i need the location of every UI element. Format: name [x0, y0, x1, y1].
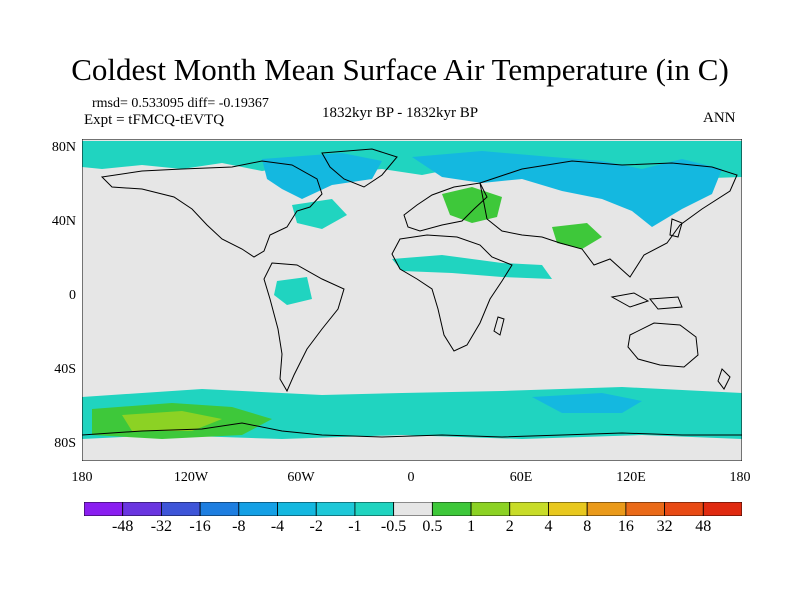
- colorbar-label: -48: [112, 518, 134, 535]
- colorbar-swatch: [664, 502, 704, 516]
- anomaly-region-tropical-atlantic-cool: [274, 277, 312, 305]
- colorbar: [84, 502, 742, 516]
- lon-label-120w: 120W: [173, 470, 209, 485]
- lat-label-equator: 0: [69, 288, 76, 303]
- coastline-madagascar: [493, 316, 505, 336]
- colorbar-label: 16: [617, 518, 634, 535]
- stats-label: rmsd= 0.533095 diff= -0.19367: [92, 96, 269, 111]
- season-label: ANN: [703, 110, 736, 126]
- coastline-south-america: [263, 262, 345, 393]
- colorbar-swatch: [625, 502, 665, 516]
- colorbar-label: 32: [656, 518, 673, 535]
- colorbar-swatch: [122, 502, 162, 516]
- lat-label-40s: 40S: [54, 362, 76, 377]
- colorbar-swatch: [161, 502, 201, 516]
- lon-label-180w: 180: [71, 470, 93, 485]
- colorbar-swatch: [354, 502, 395, 516]
- anomaly-region-antarctic-east-cool: [532, 393, 642, 413]
- anomaly-region-siberia-cool: [412, 151, 722, 227]
- lon-label-0: 0: [407, 470, 415, 485]
- colorbar-label: -1: [348, 518, 362, 535]
- colorbar-swatch: [277, 502, 317, 516]
- lon-label-120e: 120E: [616, 470, 646, 485]
- anomaly-region-antarctic-warm-core: [122, 411, 222, 431]
- colorbar-swatch: [393, 502, 433, 516]
- coastline-new-zealand: [717, 368, 731, 390]
- coastline-north-america: [100, 160, 323, 258]
- lon-label-60e: 60E: [509, 470, 533, 485]
- colorbar-swatch: [431, 502, 472, 516]
- anomaly-region-central-asia-warm: [552, 223, 602, 249]
- colorbar-label: -32: [150, 518, 173, 535]
- coastline-japan: [669, 218, 683, 238]
- coastline-africa: [391, 234, 513, 352]
- colorbar-label: -2: [309, 518, 323, 535]
- colorbar-swatch: [702, 502, 742, 516]
- coastline-greenland: [321, 148, 398, 188]
- period-label: 1832kyr BP - 1832kyr BP: [322, 105, 479, 121]
- colorbar-label: -4: [270, 518, 285, 535]
- anomaly-region-north-atlantic-cool: [292, 199, 347, 229]
- colorbar-swatch: [470, 502, 511, 516]
- colorbar-label: -16: [189, 518, 211, 535]
- coastline-maritime-continent: [610, 292, 683, 310]
- anomaly-shading: [82, 141, 742, 439]
- anomaly-region-north-africa-cool: [392, 255, 552, 279]
- lat-label-80n: 80N: [51, 140, 76, 155]
- colorbar-swatch: [315, 502, 356, 516]
- colorbar-label: 48: [695, 518, 712, 535]
- lon-label-180e: 180: [729, 470, 751, 485]
- colorbar-swatch: [238, 502, 278, 516]
- colorbar-label: 8: [583, 518, 592, 535]
- experiment-label: Expt = tFMCQ-tEVTQ: [84, 112, 225, 128]
- plot-title: Coldest Month Mean Surface Air Temperatu…: [71, 52, 729, 87]
- coastline-asia: [479, 160, 738, 278]
- colorbar-swatch: [586, 502, 627, 516]
- coastline-australia: [627, 322, 699, 368]
- colorbar-label: -0.5: [380, 518, 407, 535]
- colorbar-label: 4: [544, 518, 553, 535]
- lat-label-80s: 80S: [54, 436, 76, 451]
- colorbar-swatch: [548, 502, 588, 516]
- coastlines: [82, 148, 742, 438]
- lat-label-40n: 40N: [51, 214, 76, 229]
- coastline-europe: [403, 182, 488, 232]
- coastline-antarctica: [82, 422, 742, 438]
- world-map: [82, 139, 742, 461]
- colorbar-label: 2: [505, 518, 514, 535]
- colorbar-label: -8: [232, 518, 246, 535]
- lon-label-60w: 60W: [287, 470, 315, 485]
- colorbar-swatch: [199, 502, 240, 516]
- colorbar-label: 1: [467, 518, 476, 535]
- colorbar-swatch: [84, 502, 124, 516]
- colorbar-label: 0.5: [422, 518, 443, 535]
- colorbar-swatch: [509, 502, 549, 516]
